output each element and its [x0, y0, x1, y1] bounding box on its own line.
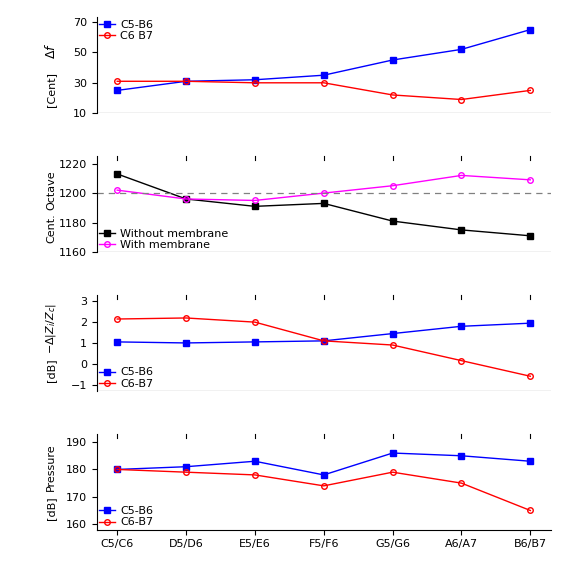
C6-B7 [320, 482, 327, 489]
Line: C5-B6: C5-B6 [114, 450, 533, 478]
C5-B6 [252, 76, 258, 83]
C6 B7 [320, 79, 327, 86]
C5-B6 [183, 339, 190, 346]
Line: Without membrane: Without membrane [114, 171, 533, 239]
Text: Pressure: Pressure [46, 443, 56, 491]
C6-B7 [114, 315, 120, 322]
C5-B6 [527, 320, 534, 327]
C5-B6 [183, 78, 190, 85]
C5-B6 [527, 458, 534, 465]
With membrane [389, 182, 396, 189]
With membrane [252, 197, 258, 204]
C6 B7 [252, 79, 258, 86]
Without membrane [527, 232, 534, 239]
Without membrane [389, 218, 396, 225]
C5-B6 [389, 330, 396, 337]
Legend: C5-B6, C6-B7: C5-B6, C6-B7 [99, 506, 153, 527]
Text: [Cent]: [Cent] [46, 72, 56, 107]
C6 B7 [527, 87, 534, 94]
C6-B7 [458, 480, 465, 487]
C5-B6 [114, 466, 120, 473]
With membrane [114, 187, 120, 194]
Text: $\Delta f$: $\Delta f$ [44, 42, 58, 59]
C5-B6 [114, 338, 120, 345]
C5-B6 [389, 449, 396, 456]
C6-B7 [320, 338, 327, 345]
Text: Cent.: Cent. [46, 213, 56, 243]
Line: C6 B7: C6 B7 [114, 79, 533, 102]
Without membrane [252, 203, 258, 210]
With membrane [527, 176, 534, 183]
Text: [dB]: [dB] [46, 497, 56, 520]
C5-B6 [320, 471, 327, 478]
C6-B7 [183, 314, 190, 321]
Line: C6-B7: C6-B7 [114, 467, 533, 513]
C5-B6 [527, 26, 534, 33]
C5-B6 [320, 72, 327, 79]
Legend: C5-B6, C6 B7: C5-B6, C6 B7 [99, 20, 153, 41]
C6-B7 [183, 469, 190, 475]
C5-B6 [252, 458, 258, 465]
C5-B6 [458, 452, 465, 459]
C6-B7 [389, 469, 396, 475]
C6 B7 [458, 96, 465, 103]
C5-B6 [320, 338, 327, 345]
C5-B6 [389, 56, 396, 63]
With membrane [458, 172, 465, 179]
Legend: Without membrane, With membrane: Without membrane, With membrane [99, 229, 228, 250]
C6 B7 [389, 91, 396, 98]
Line: C6-B7: C6-B7 [114, 315, 533, 379]
C5-B6 [252, 338, 258, 345]
C6-B7 [252, 471, 258, 478]
Text: $-\Delta|Z_i/Z_c|$: $-\Delta|Z_i/Z_c|$ [44, 303, 58, 354]
Without membrane [458, 226, 465, 233]
C6 B7 [114, 78, 120, 85]
C6-B7 [389, 342, 396, 349]
C6-B7 [527, 372, 534, 379]
Without membrane [183, 196, 190, 203]
With membrane [183, 196, 190, 203]
C5-B6 [183, 463, 190, 470]
C6-B7 [252, 318, 258, 325]
C6 B7 [183, 78, 190, 85]
Text: Octave: Octave [46, 170, 56, 210]
Line: With membrane: With membrane [114, 173, 533, 203]
Legend: C5-B6, C6-B7: C5-B6, C6-B7 [99, 367, 153, 389]
C6-B7 [114, 466, 120, 473]
C5-B6 [114, 87, 120, 94]
C5-B6 [458, 46, 465, 53]
With membrane [320, 190, 327, 197]
Without membrane [320, 200, 327, 207]
Line: C5-B6: C5-B6 [114, 27, 533, 93]
Without membrane [114, 171, 120, 178]
C6-B7 [527, 507, 534, 514]
C6-B7 [458, 357, 465, 364]
Line: C5-B6: C5-B6 [114, 321, 533, 346]
C5-B6 [458, 323, 465, 330]
Text: [dB]: [dB] [46, 358, 56, 382]
